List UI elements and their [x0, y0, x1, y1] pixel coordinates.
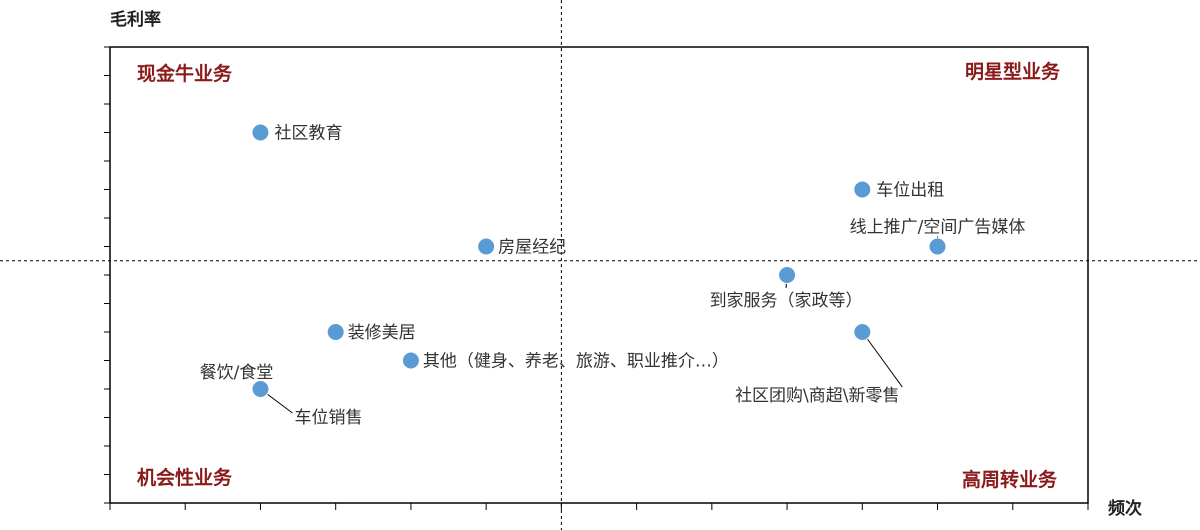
data-point-1 — [853, 180, 872, 199]
data-point-6 — [853, 323, 872, 341]
point-label-9: 车位销售 — [294, 408, 362, 428]
point-label-7: 其他（健身、养老、旅游、职业推介…） — [423, 352, 729, 372]
point-label-0: 社区教育 — [274, 124, 342, 144]
point-label-8: 餐饮/食堂 — [200, 363, 274, 383]
data-points — [251, 123, 947, 398]
plot-frame — [109, 46, 1089, 504]
data-point-5 — [326, 323, 345, 341]
data-point-7 — [401, 351, 420, 370]
quadrant-label-top-right: 明星型业务 — [965, 60, 1061, 83]
point-label-1: 车位出租 — [876, 181, 944, 201]
data-point-9 — [251, 380, 270, 398]
data-point-0 — [251, 123, 270, 142]
point-label-4: 到家服务（家政等） — [710, 291, 863, 311]
data-point-4 — [778, 266, 797, 284]
point-label-3: 房屋经纪 — [498, 238, 566, 258]
quadrant-label-bottom-left: 机会性业务 — [137, 466, 233, 489]
axes — [104, 46, 1089, 510]
data-point-2 — [928, 237, 947, 256]
data-point-3 — [477, 237, 496, 256]
quadrant-label-bottom-right: 高周转业务 — [962, 468, 1058, 491]
leader-line-6 — [861, 331, 903, 388]
point-label-5: 装修美居 — [348, 323, 416, 343]
point-label-6: 社区团购\商超\新零售 — [735, 386, 899, 406]
x-axis-title: 频次 — [1108, 498, 1142, 519]
point-label-2: 线上推广/空间广告媒体 — [850, 218, 1026, 238]
quadrant-label-top-left: 现金牛业务 — [137, 62, 233, 85]
y-axis-title: 毛利率 — [110, 9, 161, 30]
